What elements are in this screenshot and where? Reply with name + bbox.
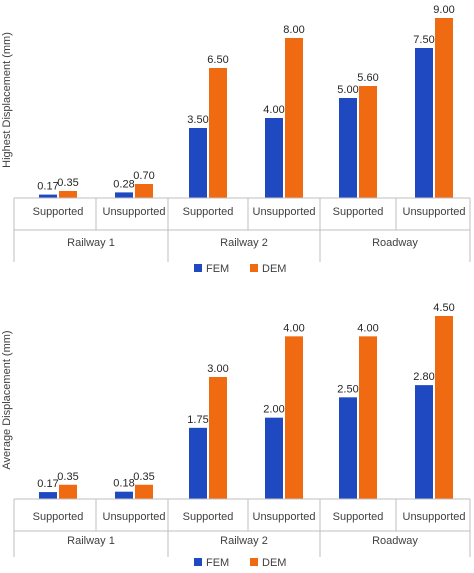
chart2-tick-label-1: Unsupported <box>103 511 166 523</box>
chart2-bar-fem-3 <box>265 417 283 499</box>
chart2-tick-label-3: Unsupported <box>253 511 316 523</box>
chart2-group-label-1: Railway 2 <box>220 535 268 547</box>
chart2-data-label-fem-0: 0.17 <box>37 478 58 490</box>
chart1-data-label-dem-2: 6.50 <box>207 54 228 66</box>
chart1-data-label-fem-3: 4.00 <box>263 104 284 116</box>
chart2-tick-label-0: Supported <box>33 511 84 523</box>
chart1-group-label-1: Railway 2 <box>220 237 268 249</box>
chart1-tick-label-1: Unsupported <box>103 206 166 218</box>
chart1-bar-dem-2 <box>209 68 227 198</box>
chart1-bar-dem-5 <box>435 18 453 198</box>
chart1-group-label-0: Railway 1 <box>67 237 115 249</box>
chart2-data-label-fem-2: 1.75 <box>187 414 208 426</box>
chart2-legend-swatch-fem <box>194 558 202 566</box>
chart1-bar-fem-5 <box>415 48 433 198</box>
chart1-legend-label-fem: FEM <box>206 263 229 275</box>
chart2-data-label-dem-2: 3.00 <box>207 363 228 375</box>
chart2-data-label-dem-4: 4.00 <box>357 322 378 334</box>
chart1-bar-fem-4 <box>339 98 357 198</box>
chart2-data-label-fem-4: 2.50 <box>337 383 358 395</box>
chart1-data-label-dem-4: 5.60 <box>357 72 378 84</box>
chart1-data-label-fem-5: 7.50 <box>413 34 434 46</box>
chart2-data-label-dem-5: 4.50 <box>433 302 454 314</box>
chart1-tick-label-5: Unsupported <box>403 206 466 218</box>
chart2-bar-dem-1 <box>135 484 153 499</box>
chart2-bar-fem-5 <box>415 385 433 499</box>
chart2-data-label-dem-0: 0.35 <box>57 471 78 483</box>
chart1-bar-fem-3 <box>265 118 283 198</box>
chart1-legend-swatch-fem <box>194 264 202 272</box>
chart1-tick-label-0: Supported <box>33 206 84 218</box>
chart1-data-label-dem-0: 0.35 <box>57 177 78 189</box>
chart2-data-label-dem-3: 4.00 <box>283 322 304 334</box>
chart1-tick-label-4: Supported <box>333 206 384 218</box>
chart2-bar-fem-0 <box>39 492 57 499</box>
chart2-legend-label-dem: DEM <box>262 557 286 569</box>
chart2-bar-dem-2 <box>209 377 227 499</box>
chart2-bar-fem-1 <box>115 491 133 499</box>
chart2-data-label-fem-5: 2.80 <box>413 371 434 383</box>
chart1-bar-fem-2 <box>189 128 207 198</box>
chart2-data-label-dem-1: 0.35 <box>133 471 154 483</box>
chart2-bar-dem-3 <box>285 336 303 499</box>
chart2-data-label-fem-1: 0.18 <box>113 478 134 490</box>
chart2-legend-swatch-dem <box>250 558 258 566</box>
chart2-tick-label-5: Unsupported <box>403 511 466 523</box>
chart2-tick-label-4: Supported <box>333 511 384 523</box>
chart2-bar-fem-2 <box>189 427 207 499</box>
chart1-bar-dem-3 <box>285 38 303 198</box>
chart2-bar-dem-4 <box>359 336 377 499</box>
chart2-bar-dem-0 <box>59 484 77 499</box>
chart2-tick-label-2: Supported <box>183 511 234 523</box>
chart2-bar-fem-4 <box>339 397 357 499</box>
chart1-legend-label-dem: DEM <box>262 263 286 275</box>
chart1-data-label-fem-0: 0.17 <box>37 181 58 193</box>
chart2-legend-label-fem: FEM <box>206 557 229 569</box>
chart1-tick-label-2: Supported <box>183 206 234 218</box>
chart2-y-axis-label: Average Displacement (mm) <box>1 330 13 469</box>
chart1-data-label-fem-1: 0.28 <box>113 178 134 190</box>
chart2-data-label-fem-3: 2.00 <box>263 404 284 416</box>
chart1-tick-label-3: Unsupported <box>253 206 316 218</box>
chart1-data-label-dem-3: 8.00 <box>283 24 304 36</box>
chart1-data-label-dem-5: 9.00 <box>433 4 454 16</box>
chart1-y-axis-label: Highest Displacement (mm) <box>1 32 13 168</box>
chart2-group-label-2: Roadway <box>372 535 418 547</box>
chart1-data-label-fem-4: 5.00 <box>337 84 358 96</box>
chart2-group-label-0: Railway 1 <box>67 535 115 547</box>
chart1-data-label-fem-2: 3.50 <box>187 114 208 126</box>
chart1-bar-dem-0 <box>59 191 77 198</box>
chart2-bar-dem-5 <box>435 316 453 499</box>
chart1-bar-fem-1 <box>115 192 133 198</box>
chart1-data-label-dem-1: 0.70 <box>133 170 154 182</box>
chart1-group-label-2: Roadway <box>372 237 418 249</box>
chart1-bar-dem-4 <box>359 86 377 198</box>
chart1-legend-swatch-dem <box>250 264 258 272</box>
chart1-bar-fem-0 <box>39 194 57 198</box>
chart1-bar-dem-1 <box>135 184 153 198</box>
